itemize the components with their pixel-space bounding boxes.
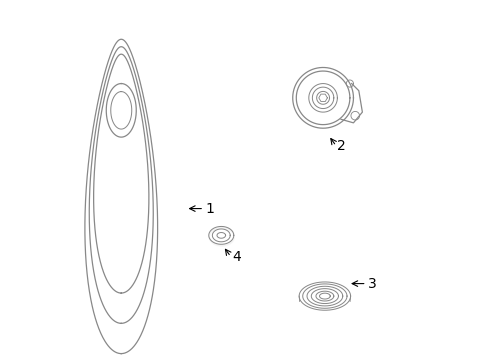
Text: 3: 3 [367, 276, 376, 291]
Text: 1: 1 [205, 202, 214, 216]
Text: 4: 4 [231, 250, 240, 264]
Text: 2: 2 [337, 139, 346, 153]
